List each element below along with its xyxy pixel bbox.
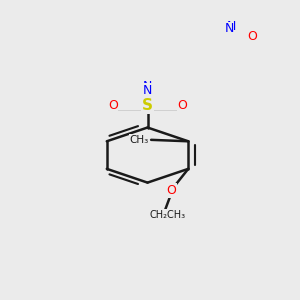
Text: O: O bbox=[248, 30, 258, 43]
Text: N: N bbox=[143, 80, 152, 93]
Text: N: N bbox=[143, 84, 152, 97]
Text: N: N bbox=[227, 20, 236, 33]
Text: CH₃: CH₃ bbox=[129, 135, 148, 145]
Text: O: O bbox=[166, 184, 176, 197]
Text: CH₂CH₃: CH₂CH₃ bbox=[149, 209, 185, 220]
Text: O: O bbox=[177, 99, 187, 112]
Text: S: S bbox=[142, 98, 153, 113]
Text: O: O bbox=[108, 99, 118, 112]
Text: N: N bbox=[224, 22, 234, 35]
